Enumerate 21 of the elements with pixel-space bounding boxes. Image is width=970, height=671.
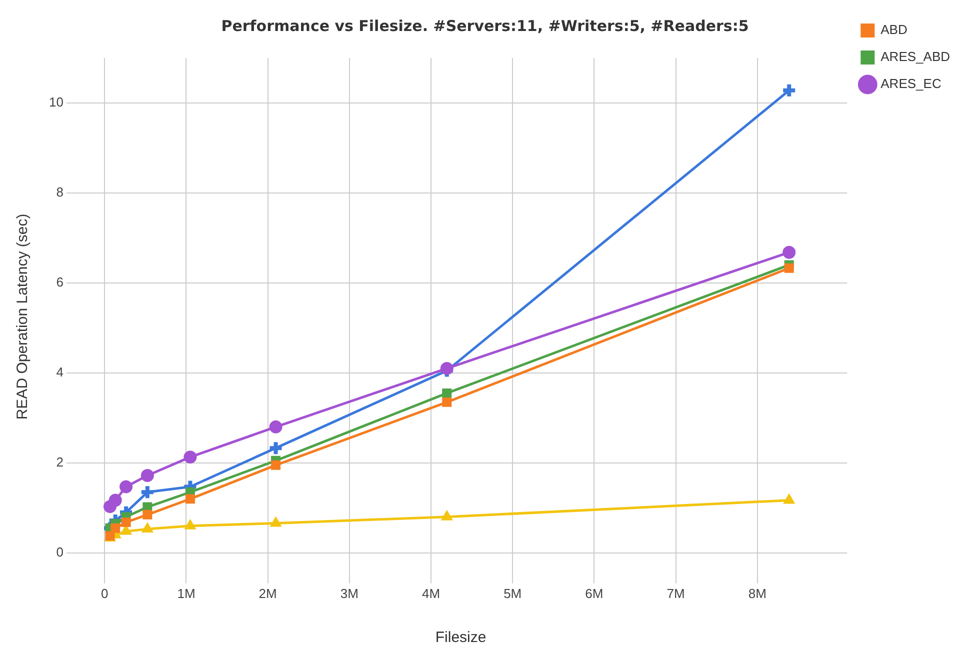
- x-tick-label: 5M: [504, 586, 522, 601]
- x-tick-label: 1M: [177, 586, 196, 601]
- y-tick-label: 2: [56, 454, 64, 470]
- y-tick-label: 6: [56, 274, 64, 290]
- x-tick-label: 8M: [748, 586, 766, 601]
- x-tick-label: 2M: [258, 586, 277, 601]
- x-tick-label: 4M: [422, 586, 440, 601]
- x-tick-label: 0: [101, 586, 108, 601]
- y-tick-label: 0: [56, 544, 64, 560]
- y-tick-label: 8: [56, 184, 64, 200]
- y-tick-label: 4: [56, 364, 64, 380]
- legend-label: ARES_ABD: [880, 49, 950, 64]
- x-tick-label: 3M: [340, 586, 358, 601]
- y-axis-title: READ Operation Latency (sec): [14, 214, 32, 420]
- x-axis-title: Filesize: [435, 629, 486, 646]
- x-tick-label: 6M: [585, 586, 604, 601]
- chart-title: Performance vs Filesize. #Servers:11, #Writers:5, #Readers:5: [221, 16, 749, 35]
- x-tick-label: 7M: [666, 586, 685, 601]
- legend-label: ARES_EC: [880, 76, 942, 92]
- legend-label: ABD: [880, 22, 908, 38]
- y-tick-label: 10: [48, 94, 64, 110]
